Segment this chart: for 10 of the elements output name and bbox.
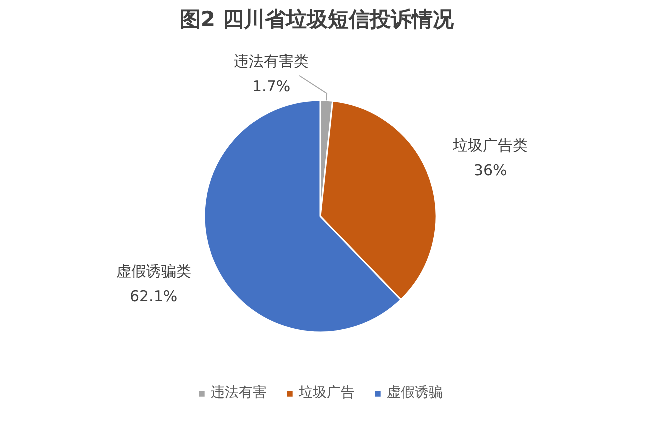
legend-label: 垃圾广告 xyxy=(299,384,355,402)
text: 虚假诱骗类 xyxy=(116,262,192,280)
text: 违法有害类 xyxy=(234,52,310,70)
legend-label: 违法有害 xyxy=(211,384,267,402)
legend-label: 虚假诱骗 xyxy=(387,384,443,402)
data-label: 62.1% xyxy=(130,287,178,306)
text: 垃圾广告类 xyxy=(452,136,528,155)
data-label: 1.7% xyxy=(252,77,291,96)
chart-title: 图2 四川省垃圾短信投诉情况 xyxy=(180,8,455,32)
data-label: 36% xyxy=(474,162,508,180)
